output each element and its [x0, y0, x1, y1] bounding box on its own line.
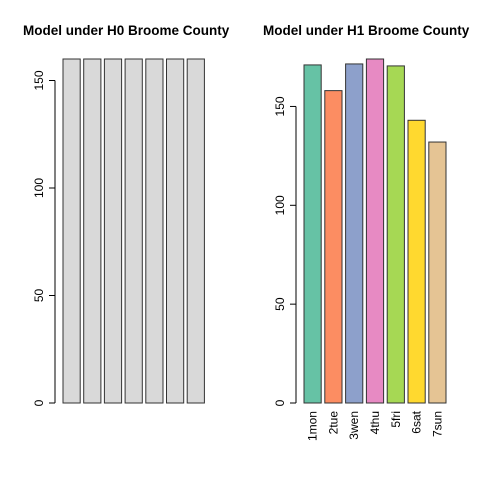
bar-3wen: [103, 58, 123, 404]
x-tick-label: 5fri: [389, 411, 403, 428]
x-tick-label: 3wen: [347, 411, 361, 440]
bar-7sun: [186, 58, 205, 404]
chart-title-h0: Model under H0 Broome County: [23, 23, 230, 38]
y-tick-label: 50: [32, 289, 46, 303]
y-tick-label: 0: [32, 399, 46, 406]
bar-1mon: [303, 64, 322, 404]
x-tick-label: 7sun: [430, 411, 444, 437]
bar-7sun: [428, 141, 447, 404]
y-tick-label: 0: [273, 399, 287, 406]
chart-panel-h0: Model under H0 Broome County 0 50 100 150: [23, 23, 230, 406]
x-tick-label: 2tue: [326, 411, 340, 435]
bar-1mon: [62, 58, 81, 404]
bar-5fri: [145, 58, 164, 404]
y-tick-label: 150: [32, 70, 46, 90]
x-tick-label: 6sat: [410, 410, 424, 433]
bar-4thu: [365, 58, 385, 404]
bar-5fri: [386, 65, 405, 404]
bar-4thu: [124, 58, 143, 404]
bar-6sat: [407, 119, 426, 404]
bar-2tue: [83, 58, 102, 404]
y-tick-label: 50: [273, 297, 287, 311]
y-tick-label: 150: [273, 96, 287, 116]
chart-title-h1: Model under H1 Broome County: [263, 23, 470, 38]
bar-3wen: [345, 63, 364, 404]
bar-2tue: [324, 90, 343, 404]
chart-panel-h1: Model under H1 Broome County 0 50 100 150 1m…: [263, 23, 470, 441]
y-tick-label: 100: [273, 195, 287, 215]
bar-6sat: [166, 58, 185, 404]
x-tick-label: 1mon: [306, 411, 320, 441]
y-tick-label: 100: [32, 178, 46, 198]
x-tick-label: 4thu: [368, 411, 382, 434]
